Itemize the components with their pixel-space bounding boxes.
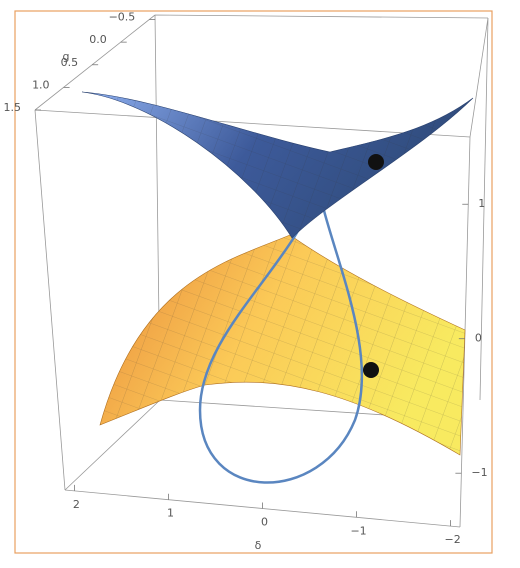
- x-axis-label: δ: [255, 539, 262, 552]
- tick-label: −0.5: [109, 11, 136, 24]
- point: [368, 154, 384, 170]
- selection-frame: [14, 10, 493, 554]
- curve: [198, 184, 364, 484]
- tick-label: 0: [475, 332, 482, 345]
- surfaces: [81, 91, 474, 484]
- y-axis-label: g: [63, 50, 70, 63]
- tick-label: 0: [261, 516, 268, 529]
- tick-label: −1: [471, 466, 487, 479]
- tick-label: 0.5: [61, 56, 79, 69]
- upper-mesh: [82, 92, 473, 238]
- tick-label: 0.0: [89, 33, 107, 46]
- tick-label: −1: [350, 524, 366, 537]
- lower-mesh: [100, 235, 465, 455]
- tick-label: 1.0: [32, 78, 50, 91]
- tick-label: 1: [478, 197, 485, 210]
- tick-label: −2: [444, 533, 460, 546]
- point: [363, 362, 379, 378]
- tick-label: 2: [73, 498, 80, 511]
- tick-label: 1: [167, 507, 174, 520]
- tick-label: 1.5: [4, 101, 22, 114]
